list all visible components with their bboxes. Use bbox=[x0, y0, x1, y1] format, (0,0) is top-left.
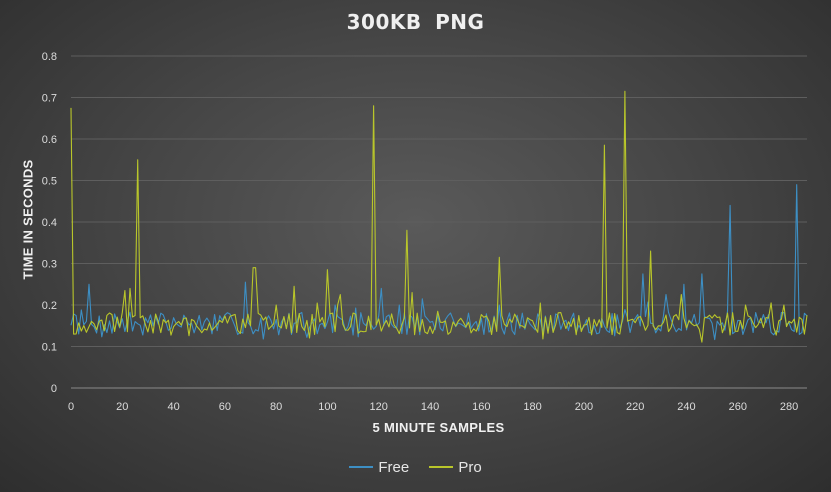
x-tick-label: 220 bbox=[626, 401, 644, 413]
legend: Free Pro bbox=[0, 459, 831, 476]
y-tick-label: 0.5 bbox=[42, 176, 57, 188]
y-axis-label: TIME IN SECONDS bbox=[20, 159, 36, 280]
x-tick-label: 200 bbox=[575, 401, 593, 413]
legend-item-pro: Pro bbox=[429, 459, 482, 476]
y-tick-label: 0.1 bbox=[42, 342, 57, 354]
y-tick-label: 0.2 bbox=[42, 300, 57, 312]
series-line-free bbox=[70, 184, 808, 341]
x-axis-label: 5 MINUTE SAMPLES bbox=[372, 420, 505, 435]
y-tick-label: 0.4 bbox=[42, 217, 57, 229]
x-tick-label: 180 bbox=[523, 401, 541, 413]
x-tick-label: 0 bbox=[68, 401, 74, 413]
legend-swatch-free bbox=[349, 466, 374, 469]
x-tick-label: 100 bbox=[318, 401, 336, 413]
legend-swatch-pro bbox=[429, 466, 454, 469]
legend-label-pro: Pro bbox=[458, 459, 482, 476]
x-tick-label: 240 bbox=[677, 401, 695, 413]
x-tick-label: 40 bbox=[167, 401, 179, 413]
y-tick-label: 0.7 bbox=[42, 93, 57, 105]
x-tick-label: 80 bbox=[270, 401, 282, 413]
y-tick-label: 0.6 bbox=[42, 134, 57, 146]
legend-label-free: Free bbox=[378, 459, 410, 476]
x-tick-label: 20 bbox=[116, 401, 128, 413]
y-tick-label: 0 bbox=[51, 383, 57, 395]
chart-title: 300KB PNG bbox=[346, 10, 485, 34]
x-tick-label: 260 bbox=[729, 401, 747, 413]
x-tick-label: 280 bbox=[780, 401, 798, 413]
x-tick-label: 60 bbox=[219, 401, 231, 413]
y-tick-label: 0.8 bbox=[42, 51, 57, 63]
y-tick-label: 0.3 bbox=[42, 259, 57, 271]
x-tick-label: 140 bbox=[421, 401, 439, 413]
series-line-pro bbox=[70, 90, 808, 343]
x-tick-label: 160 bbox=[472, 401, 490, 413]
legend-item-free: Free bbox=[349, 459, 409, 476]
x-tick-label: 120 bbox=[370, 401, 388, 413]
